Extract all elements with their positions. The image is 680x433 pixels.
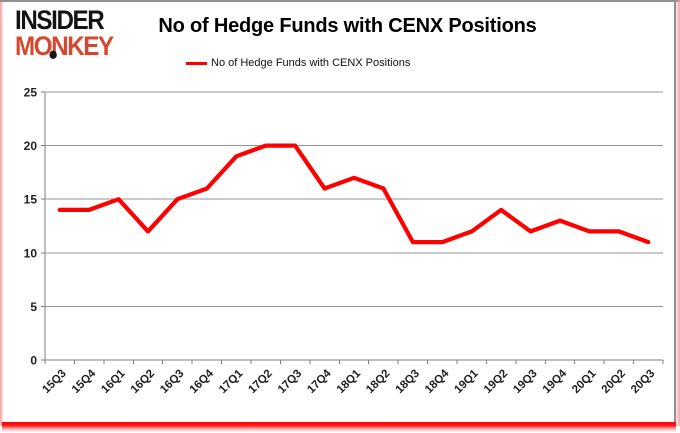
x-tick-label: 16Q4 [188, 367, 217, 396]
x-tick-label: 16Q1 [99, 367, 128, 396]
x-tick-label: 20Q3 [629, 368, 657, 396]
legend-line-marker-icon [186, 61, 207, 65]
x-tick-label: 18Q3 [394, 368, 422, 396]
monkey-eye-dot-icon [49, 50, 57, 59]
x-tick-label: 16Q3 [158, 368, 186, 396]
insider-monkey-logo: INSIDER MONKEY [15, 3, 114, 61]
x-tick-label: 19Q3 [511, 368, 539, 396]
window-border-right [674, 0, 676, 424]
y-tick-label: 0 [30, 354, 37, 368]
x-tick-label: 16Q2 [129, 368, 157, 396]
x-tick-label: 17Q1 [217, 367, 246, 396]
x-tick-label: 15Q4 [70, 367, 99, 396]
x-tick-label: 19Q1 [452, 367, 481, 396]
y-tick-label: 10 [24, 246, 38, 260]
x-tick-label: 18Q1 [335, 367, 364, 396]
x-tick-label: 20Q2 [600, 368, 628, 396]
x-tick-label: 18Q4 [423, 367, 452, 396]
legend-series-label: No of Hedge Funds with CENX Positions [211, 57, 411, 69]
y-tick-label: 20 [24, 139, 38, 153]
series-line-cenx [57, 143, 651, 245]
left-red-glow [0, 2, 3, 426]
logo-text-insider: INSIDER [15, 3, 105, 36]
right-red-glow [676, 0, 680, 426]
chart-legend: No of Hedge Funds with CENX Positions [186, 57, 410, 69]
x-tick-label: 17Q4 [305, 367, 334, 396]
y-tick-label: 25 [24, 86, 38, 100]
x-tick-label: 18Q2 [364, 368, 392, 396]
chart-title: No of Hedge Funds with CENX Positions [158, 15, 537, 37]
x-tick-label: 17Q2 [246, 368, 274, 396]
chart-card: INSIDER MONKEY No of Hedge Funds with CE… [3, 2, 674, 422]
bottom-red-glow [2, 422, 676, 432]
window-border-top [0, 0, 680, 2]
y-tick-label: 5 [30, 300, 37, 314]
x-tick-label: 19Q4 [541, 367, 570, 396]
x-tick-label: 19Q2 [482, 368, 510, 396]
x-tick-label: 17Q3 [276, 368, 304, 396]
y-tick-label: 15 [24, 193, 38, 207]
x-tick-label: 15Q3 [40, 368, 68, 396]
logo-text-monkey: MONKEY [15, 29, 114, 61]
x-tick-label: 20Q1 [570, 367, 599, 396]
